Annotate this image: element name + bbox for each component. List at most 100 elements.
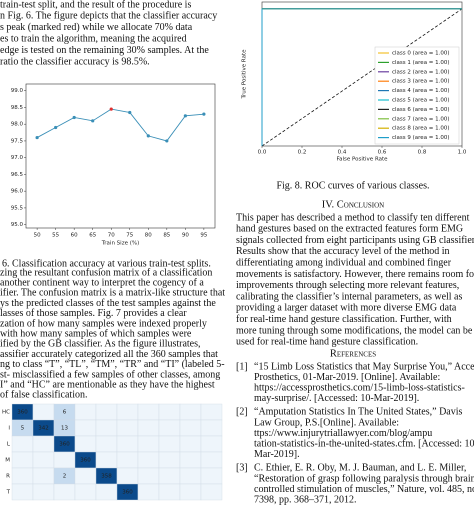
- matrix-cell: [11, 467, 34, 485]
- section-heading: References: [330, 348, 376, 359]
- text-line: zing the resultant confusion matrix of a…: [0, 267, 212, 278]
- matrix-cell: [158, 467, 181, 485]
- text-line: st- misclassified a few samples of other…: [0, 369, 220, 380]
- text-line: calibrating the classifier’s internal pa…: [236, 291, 463, 302]
- text-line: ified by the GB classifier. As the figur…: [0, 339, 201, 350]
- text-line: s peak (marked red) while we allocate 70…: [0, 22, 193, 33]
- x-tick-label: 0.8: [418, 150, 427, 156]
- matrix-cell: [200, 467, 223, 485]
- row-label: M: [5, 458, 10, 464]
- reference-line: 7398, pp. 368–371, 2012.: [254, 494, 357, 505]
- matrix-cell: [200, 403, 223, 421]
- legend-label: class 9 (area = 1.00): [392, 135, 450, 141]
- y-tick-label: 96.5: [11, 172, 24, 178]
- matrix-cell: [158, 435, 181, 453]
- cell-value: 360: [122, 490, 133, 496]
- matrix-cell: [74, 483, 97, 501]
- text-line: another continent way to interpret the c…: [0, 277, 204, 288]
- matrix-cell: [32, 451, 55, 469]
- section-heading: IV. Conclusion: [322, 199, 384, 210]
- legend-box: [374, 46, 460, 145]
- matrix-cell: [200, 419, 223, 437]
- text-line: ifier. The confusion matrix is a matrix-…: [0, 288, 225, 299]
- data-line: [36, 108, 204, 142]
- row-label: R: [6, 474, 10, 480]
- plot-frame: [25, 83, 216, 229]
- text-line: edge is tested on the remaining 30% samp…: [0, 45, 209, 56]
- matrix-cell: [179, 435, 202, 453]
- matrix-cell: [200, 483, 223, 501]
- matrix-cell: [11, 483, 34, 501]
- matrix-cell: [137, 467, 160, 485]
- cell-value: 360: [17, 410, 28, 416]
- reference-line: C. Ethier, E. R. Oby, M. J. Bauman, and …: [254, 463, 466, 474]
- reference-line: “15 Limb Loss Statistics that May Surpri…: [254, 361, 474, 372]
- row-label: HC: [2, 410, 10, 416]
- reference-line: Mar-2019].: [254, 449, 300, 460]
- reference-line: https://accessprosthetics.com/15-limb-lo…: [254, 382, 465, 393]
- matrix-cell: [158, 483, 181, 501]
- row-label: L: [7, 442, 11, 448]
- matrix-cell: [32, 403, 55, 421]
- data-point: [109, 107, 113, 111]
- matrix-cell: [137, 403, 160, 421]
- matrix-cell: [53, 451, 76, 469]
- text-line: lasses of those samples. Fig. 7 provides…: [0, 308, 187, 319]
- matrix-cell: [158, 403, 181, 421]
- text-line: Results show that the accuracy level of …: [236, 246, 450, 257]
- reference-line: “Restoration of grasp following paralysi…: [254, 473, 474, 484]
- row-label: T: [6, 490, 11, 496]
- matrix-cell: [200, 435, 223, 453]
- text-line: This paper has described a method to cla…: [236, 212, 470, 223]
- x-tick-label: 90: [182, 233, 189, 239]
- matrix-cell: [116, 419, 139, 437]
- matrix-cell: [137, 483, 160, 501]
- matrix-cell: [158, 451, 181, 469]
- reference-line: ttps://www.injurytriallawyer.com/blog/am…: [254, 428, 432, 439]
- roc-curve: [261, 8, 462, 146]
- matrix-cell: [11, 435, 34, 453]
- x-tick-label: 1.0: [458, 150, 467, 156]
- text-line: es to train the algorithm, meaning the a…: [0, 33, 187, 44]
- matrix-cell: [95, 451, 118, 469]
- text-line: with how many samples of which samples w…: [0, 328, 192, 339]
- x-tick-label: 65: [89, 233, 96, 239]
- x-tick-label: 0.4: [338, 150, 347, 156]
- data-point: [202, 112, 206, 116]
- x-tick-label: 0.2: [298, 150, 307, 156]
- text-line: ratio the classifier accuracy is 98.5%.: [0, 56, 150, 67]
- reference-number: [3]: [236, 463, 248, 474]
- legend-label: class 7 (area = 1.00): [392, 116, 450, 122]
- text-line: of false classification.: [0, 390, 87, 401]
- text-line: zation of how many samples were indexed …: [0, 318, 207, 329]
- chance-line: [261, 8, 463, 147]
- matrix-cell: [32, 483, 55, 501]
- reference-number: [1]: [236, 361, 248, 372]
- y-tick-label: 97.0: [11, 155, 24, 161]
- data-point: [183, 114, 187, 118]
- data-point: [72, 115, 76, 120]
- matrix-cell: [95, 419, 118, 437]
- legend-label: class 0 (area = 1.00): [392, 51, 450, 57]
- matrix-cell: [95, 403, 118, 421]
- figure-caption: Fig. 8. ROC curves of various classes.: [276, 180, 429, 191]
- matrix-cell: [11, 451, 34, 469]
- y-tick-label: 95.5: [11, 205, 24, 211]
- text-line: assifier accurately categorized all the …: [0, 349, 218, 360]
- legend-label: class 5 (area = 1.00): [392, 98, 450, 104]
- text-line: ng to class “T”, “TL”, “TM”, “TR” and “T…: [0, 359, 225, 370]
- matrix-cell: [53, 483, 76, 501]
- text-line: providing a larger dataset with more div…: [236, 303, 457, 314]
- text-line: movements is satisfactory. However, ther…: [236, 269, 474, 280]
- matrix-cell: [95, 483, 118, 501]
- text-line: used for real-time hand gesture classifi…: [236, 337, 418, 348]
- reference-line: Law Group, P.S.[Online]. Available:: [254, 417, 399, 428]
- matrix-cell: [137, 419, 160, 437]
- matrix-cell: [116, 435, 139, 453]
- y-tick-label: 98.0: [11, 122, 24, 128]
- data-point: [128, 110, 132, 115]
- x-tick-label: 0.0: [258, 150, 267, 156]
- x-tick-label: 75: [126, 233, 133, 239]
- reference-number: [2]: [236, 407, 248, 418]
